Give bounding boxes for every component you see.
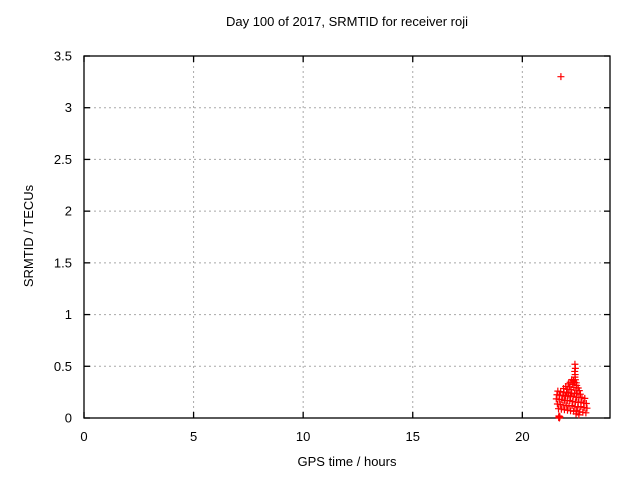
y-tick-label: 2.5 [54, 152, 72, 167]
x-tick-label: 20 [515, 429, 529, 444]
y-tick-label: 1 [65, 307, 72, 322]
data-point-marker [575, 411, 583, 419]
data-point-marker [557, 73, 565, 81]
data-point-marker [576, 390, 584, 398]
plot-border [83, 55, 611, 419]
data-point-marker [571, 364, 579, 372]
x-tick-label: 5 [190, 429, 197, 444]
data-point-marker [582, 400, 590, 408]
x-tick-label: 10 [296, 429, 310, 444]
x-axis-label: GPS time / hours [297, 454, 397, 469]
data-point-marker [583, 404, 591, 412]
x-tick-label: 0 [80, 429, 87, 444]
y-tick-label: 0.5 [54, 359, 72, 374]
data-point-marker [556, 413, 564, 421]
data-point-marker [577, 403, 585, 411]
data-point-marker [573, 389, 581, 397]
x-tick-label: 15 [406, 429, 420, 444]
y-tick-label: 3.5 [54, 49, 72, 64]
chart-title: Day 100 of 2017, SRMTID for receiver roj… [225, 14, 469, 29]
y-tick-label: 2 [65, 204, 72, 219]
data-point-marker [582, 409, 590, 417]
y-tick-label: 3 [65, 100, 72, 115]
y-tick-label: 0 [65, 411, 72, 426]
data-point-marker [573, 407, 581, 415]
y-tick-label: 1.5 [54, 255, 72, 270]
data-point-marker [581, 394, 589, 402]
